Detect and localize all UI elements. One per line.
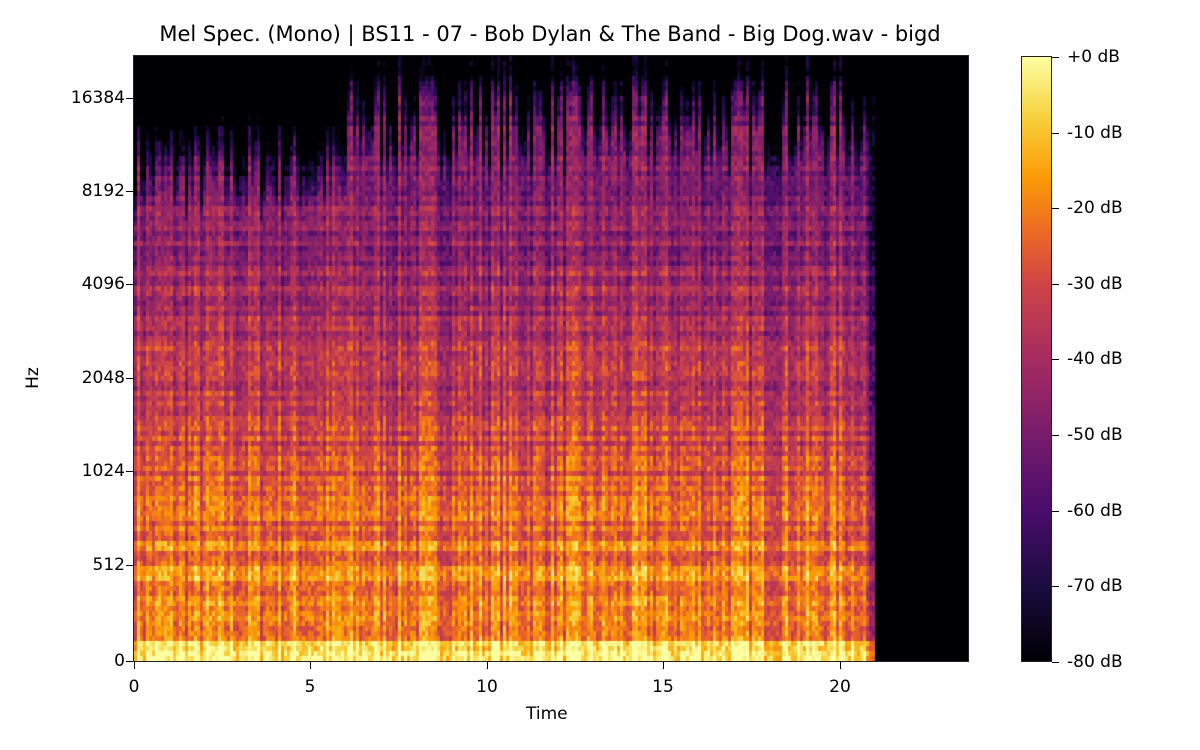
colorbar-tick-label: -50 dB [1067, 425, 1123, 445]
x-axis-label: Time [526, 704, 568, 724]
colorbar-tick-label: +0 dB [1067, 47, 1120, 67]
spectrogram-plot-area [133, 55, 969, 662]
y-tick-mark [126, 284, 133, 285]
colorbar-tick-mark [1052, 284, 1059, 285]
y-tick-mark [126, 378, 133, 379]
colorbar-tick-label: -70 dB [1067, 576, 1123, 596]
x-tick-mark [310, 662, 311, 669]
y-tick-label: 4096 [81, 274, 125, 294]
colorbar-tick-label: -60 dB [1067, 501, 1123, 521]
colorbar-tick-mark [1052, 662, 1059, 663]
y-axis-label: Hz [22, 367, 43, 389]
spectrogram-heatmap [134, 56, 968, 661]
colorbar-tick-mark [1052, 586, 1059, 587]
y-tick-label: 1024 [81, 461, 125, 481]
colorbar [1021, 56, 1052, 662]
colorbar-tick-mark [1052, 133, 1059, 134]
x-tick-mark [663, 662, 664, 669]
colorbar-tick-mark [1052, 359, 1059, 360]
colorbar-tick-mark [1052, 208, 1059, 209]
y-tick-mark [126, 471, 133, 472]
colorbar-tick-label: -20 dB [1067, 198, 1123, 218]
y-tick-label: 512 [92, 555, 125, 575]
y-tick-label: 16384 [70, 88, 125, 108]
colorbar-tick-label: -80 dB [1067, 652, 1123, 672]
y-tick-label: 2048 [81, 368, 125, 388]
y-tick-mark [126, 661, 133, 662]
x-tick-label: 10 [476, 677, 498, 697]
y-tick-mark [126, 565, 133, 566]
colorbar-tick-mark [1052, 511, 1059, 512]
x-tick-mark [134, 662, 135, 669]
x-tick-label: 15 [652, 677, 674, 697]
x-tick-label: 0 [128, 677, 140, 697]
colorbar-tick-label: -10 dB [1067, 123, 1123, 143]
y-tick-label: 8192 [81, 181, 125, 201]
chart-title: Mel Spec. (Mono) | BS11 - 07 - Bob Dylan… [159, 22, 941, 46]
x-tick-mark [840, 662, 841, 669]
y-tick-label: 0 [114, 651, 125, 671]
colorbar-tick-mark [1052, 435, 1059, 436]
x-tick-label: 5 [304, 677, 316, 697]
y-tick-mark [126, 191, 133, 192]
x-tick-label: 20 [829, 677, 851, 697]
colorbar-tick-mark [1052, 57, 1059, 58]
x-tick-mark [487, 662, 488, 669]
colorbar-tick-label: -40 dB [1067, 349, 1123, 369]
y-tick-mark [126, 98, 133, 99]
colorbar-tick-label: -30 dB [1067, 274, 1123, 294]
